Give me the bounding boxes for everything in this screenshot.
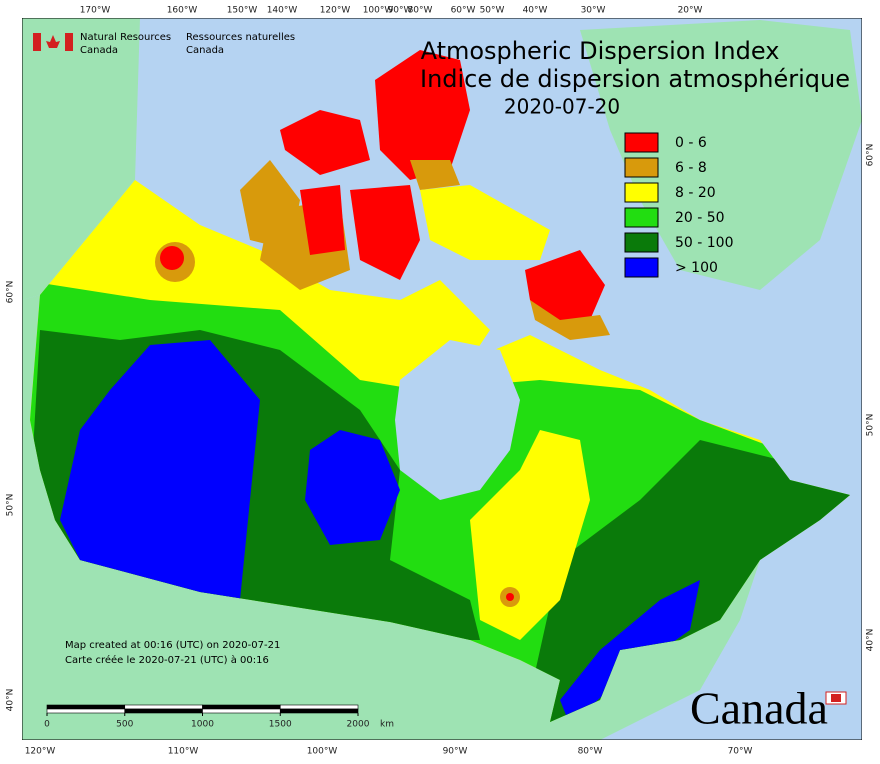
created-en: Map created at 00:16 (UTC) on 2020-07-21 bbox=[65, 640, 280, 651]
lon-label: 80°W bbox=[578, 747, 603, 757]
legend-label: 50 - 100 bbox=[675, 235, 734, 251]
lat-label: 60°N bbox=[6, 281, 16, 304]
lon-label: 20°W bbox=[678, 6, 703, 16]
legend-swatch bbox=[624, 132, 659, 153]
scale-segment bbox=[124, 708, 203, 714]
legend-swatch bbox=[624, 182, 659, 203]
lon-label: 60°W bbox=[451, 6, 476, 16]
lat-label: 50°N bbox=[866, 414, 876, 437]
scale-segment bbox=[279, 708, 359, 714]
flag-bar bbox=[65, 33, 73, 51]
island bbox=[280, 110, 370, 175]
lon-label: 100°W bbox=[363, 6, 394, 16]
legend-swatch bbox=[624, 157, 659, 178]
zone-yellow-quebec bbox=[470, 430, 590, 640]
zone-blue-west bbox=[60, 340, 260, 600]
flag-bar bbox=[33, 33, 41, 51]
created-fr: Carte créée le 2020-07-21 (UTC) à 00:16 bbox=[65, 654, 269, 666]
scale-segment bbox=[279, 704, 359, 710]
org-fr: Canada bbox=[186, 45, 224, 56]
lat-label: 40°N bbox=[6, 689, 16, 712]
lon-label: 170°W bbox=[80, 6, 111, 16]
lon-label: 40°W bbox=[523, 6, 548, 16]
legend-label: 6 - 8 bbox=[675, 160, 707, 176]
zone-red bbox=[506, 593, 514, 601]
title-date: 2020-07-20 bbox=[504, 95, 620, 119]
org-en: Canada bbox=[80, 45, 118, 56]
island bbox=[530, 300, 610, 340]
alaska-land bbox=[22, 18, 140, 300]
scale-label: 1500 bbox=[269, 720, 292, 730]
scale-segment bbox=[202, 708, 281, 714]
lon-label: 70°W bbox=[728, 747, 753, 757]
lon-label: 100°W bbox=[307, 747, 338, 757]
lon-label: 110°W bbox=[168, 747, 199, 757]
lon-label: 150°W bbox=[227, 6, 258, 16]
scale-label: 0 bbox=[44, 720, 50, 730]
lon-label: 30°W bbox=[581, 6, 606, 16]
lon-label: 90°W bbox=[388, 6, 413, 16]
scale-segment bbox=[46, 704, 126, 710]
legend-label: 20 - 50 bbox=[675, 210, 725, 226]
title-en: Atmospheric Dispersion Index bbox=[421, 37, 780, 65]
island bbox=[300, 185, 345, 255]
legend-label: > 100 bbox=[675, 260, 718, 276]
lon-label: 160°W bbox=[167, 6, 198, 16]
zone-blue-central bbox=[305, 430, 400, 545]
wordmark: Canada bbox=[690, 683, 828, 734]
wordmark-flag-leaf bbox=[831, 694, 841, 702]
lon-label: 140°W bbox=[267, 6, 298, 16]
org-fr: Ressources naturelles bbox=[186, 32, 295, 43]
legend-label: 0 - 6 bbox=[675, 135, 707, 151]
usa-land bbox=[22, 295, 760, 740]
lat-label: 60°N bbox=[866, 144, 876, 167]
title-fr: Indice de dispersion atmosphérique bbox=[420, 65, 850, 93]
lon-label: 120°W bbox=[25, 747, 56, 757]
island bbox=[410, 160, 460, 190]
island bbox=[375, 50, 470, 180]
lon-label: 80°W bbox=[408, 6, 433, 16]
hudson-bay bbox=[395, 340, 520, 500]
lat-label: 50°N bbox=[6, 494, 16, 517]
flag-leaf bbox=[46, 35, 60, 48]
scale-segment bbox=[202, 704, 281, 710]
scale-unit: km bbox=[380, 720, 394, 730]
lat-label: 40°N bbox=[866, 629, 876, 652]
lon-label: 50°W bbox=[480, 6, 505, 16]
zone-red bbox=[160, 246, 184, 270]
legend-label: 8 - 20 bbox=[675, 185, 716, 201]
org-en: Natural Resources bbox=[80, 32, 171, 43]
legend-swatch bbox=[624, 257, 659, 278]
scale-label: 500 bbox=[116, 720, 133, 730]
greenland-land bbox=[580, 20, 862, 290]
scale-label: 2000 bbox=[347, 720, 370, 730]
legend-swatch bbox=[624, 207, 659, 228]
island bbox=[350, 185, 420, 280]
map-body bbox=[22, 18, 862, 740]
scale-segment bbox=[124, 704, 203, 710]
scale-segment bbox=[46, 708, 126, 714]
scale-label: 1000 bbox=[191, 720, 214, 730]
lon-label: 90°W bbox=[443, 747, 468, 757]
legend-swatch bbox=[624, 232, 659, 253]
lon-label: 120°W bbox=[320, 6, 351, 16]
island bbox=[420, 185, 550, 260]
